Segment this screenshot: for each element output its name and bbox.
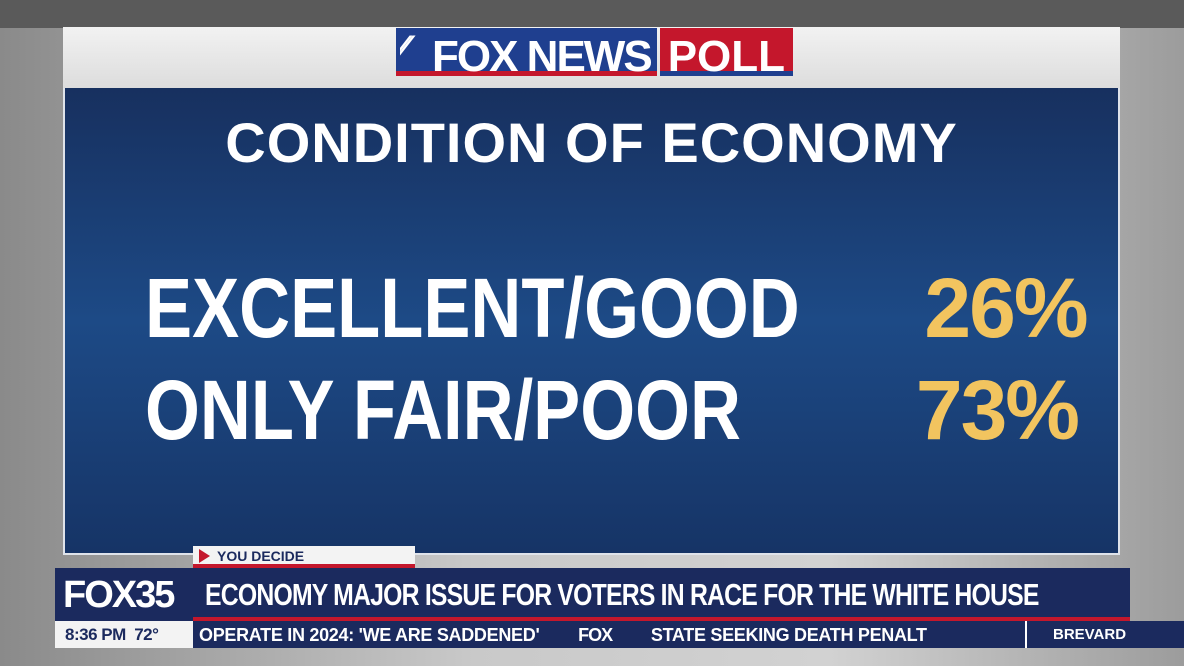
headline-bar: ECONOMY MAJOR ISSUE FOR VOTERS IN RACE F…	[193, 568, 1130, 621]
poll-row: ONLY FAIR/POOR 73%	[145, 363, 1080, 457]
ticker-item: STATE SEEKING DEATH PENALT	[650, 625, 927, 645]
row-value: 26%	[924, 261, 1088, 355]
time: 8:36 PM	[65, 625, 126, 644]
logo-fox-news: FOX NEWS	[432, 32, 653, 81]
logo-poll: POLL	[659, 28, 794, 81]
tag-label: YOU DECIDE	[217, 548, 305, 564]
background-top	[0, 0, 1184, 28]
row-label: ONLY FAIR/POOR	[145, 363, 741, 457]
headline: ECONOMY MAJOR ISSUE FOR VOTERS IN RACE F…	[205, 577, 1039, 612]
play-triangle-icon	[199, 549, 210, 563]
ticker-item: OPERATE IN 2024: 'WE ARE SADDENED'	[199, 625, 540, 645]
you-decide-tag: YOU DECIDE	[193, 546, 415, 568]
news-ticker: OPERATE IN 2024: 'WE ARE SADDENED' FOX S…	[193, 621, 1025, 648]
poll-panel: CONDITION OF ECONOMY EXCELLENT/GOOD 26% …	[63, 88, 1120, 555]
region-label: BREVARD	[1025, 621, 1184, 648]
ticker-separator-logo: FOX	[578, 625, 613, 645]
poll-row: EXCELLENT/GOOD 26%	[145, 261, 1089, 355]
time-temp: 8:36 PM 72°	[55, 621, 193, 648]
fox-news-poll-logo: ⁄⁄ FOX NEWS POLL	[396, 28, 794, 83]
station-logo: FOX35	[55, 568, 193, 621]
temperature: 72°	[134, 625, 159, 644]
searchlight-icon: ⁄⁄	[400, 30, 408, 63]
poll-title: CONDITION OF ECONOMY	[225, 111, 958, 174]
row-value: 73%	[915, 363, 1080, 457]
row-label: EXCELLENT/GOOD	[145, 261, 800, 355]
